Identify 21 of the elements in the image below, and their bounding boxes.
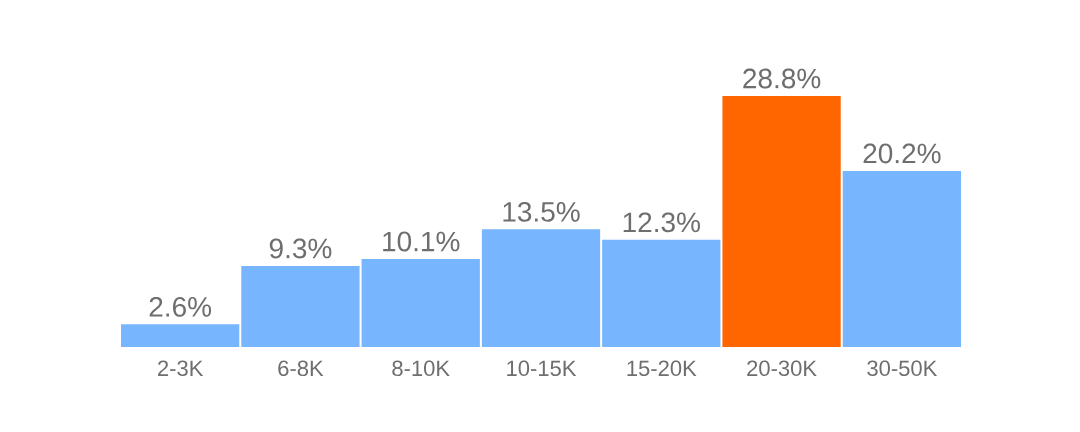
data-label: 2.6% xyxy=(149,296,212,317)
x-tick-label: 2-3K xyxy=(158,360,204,377)
data-label: 9.3% xyxy=(269,238,332,259)
x-tick-label: 20-30K xyxy=(747,360,817,377)
data-label: 13.5% xyxy=(503,201,580,222)
x-tick-label: 10-15K xyxy=(507,360,577,377)
bar xyxy=(481,229,601,347)
data-label: 28.8% xyxy=(743,68,821,89)
bar xyxy=(602,239,721,347)
bar xyxy=(722,95,841,347)
data-label: 12.3% xyxy=(623,212,700,233)
data-label: 10.1% xyxy=(383,231,460,252)
x-tick-label: 6-8K xyxy=(278,360,324,377)
bar xyxy=(241,265,360,347)
bar xyxy=(121,324,240,347)
bar xyxy=(361,258,480,347)
bar xyxy=(842,170,961,347)
x-tick-label: 30-50K xyxy=(867,360,938,377)
x-tick-label: 15-20K xyxy=(627,360,697,377)
data-label: 20.2% xyxy=(863,143,941,164)
x-tick-label: 8-10K xyxy=(392,360,450,377)
